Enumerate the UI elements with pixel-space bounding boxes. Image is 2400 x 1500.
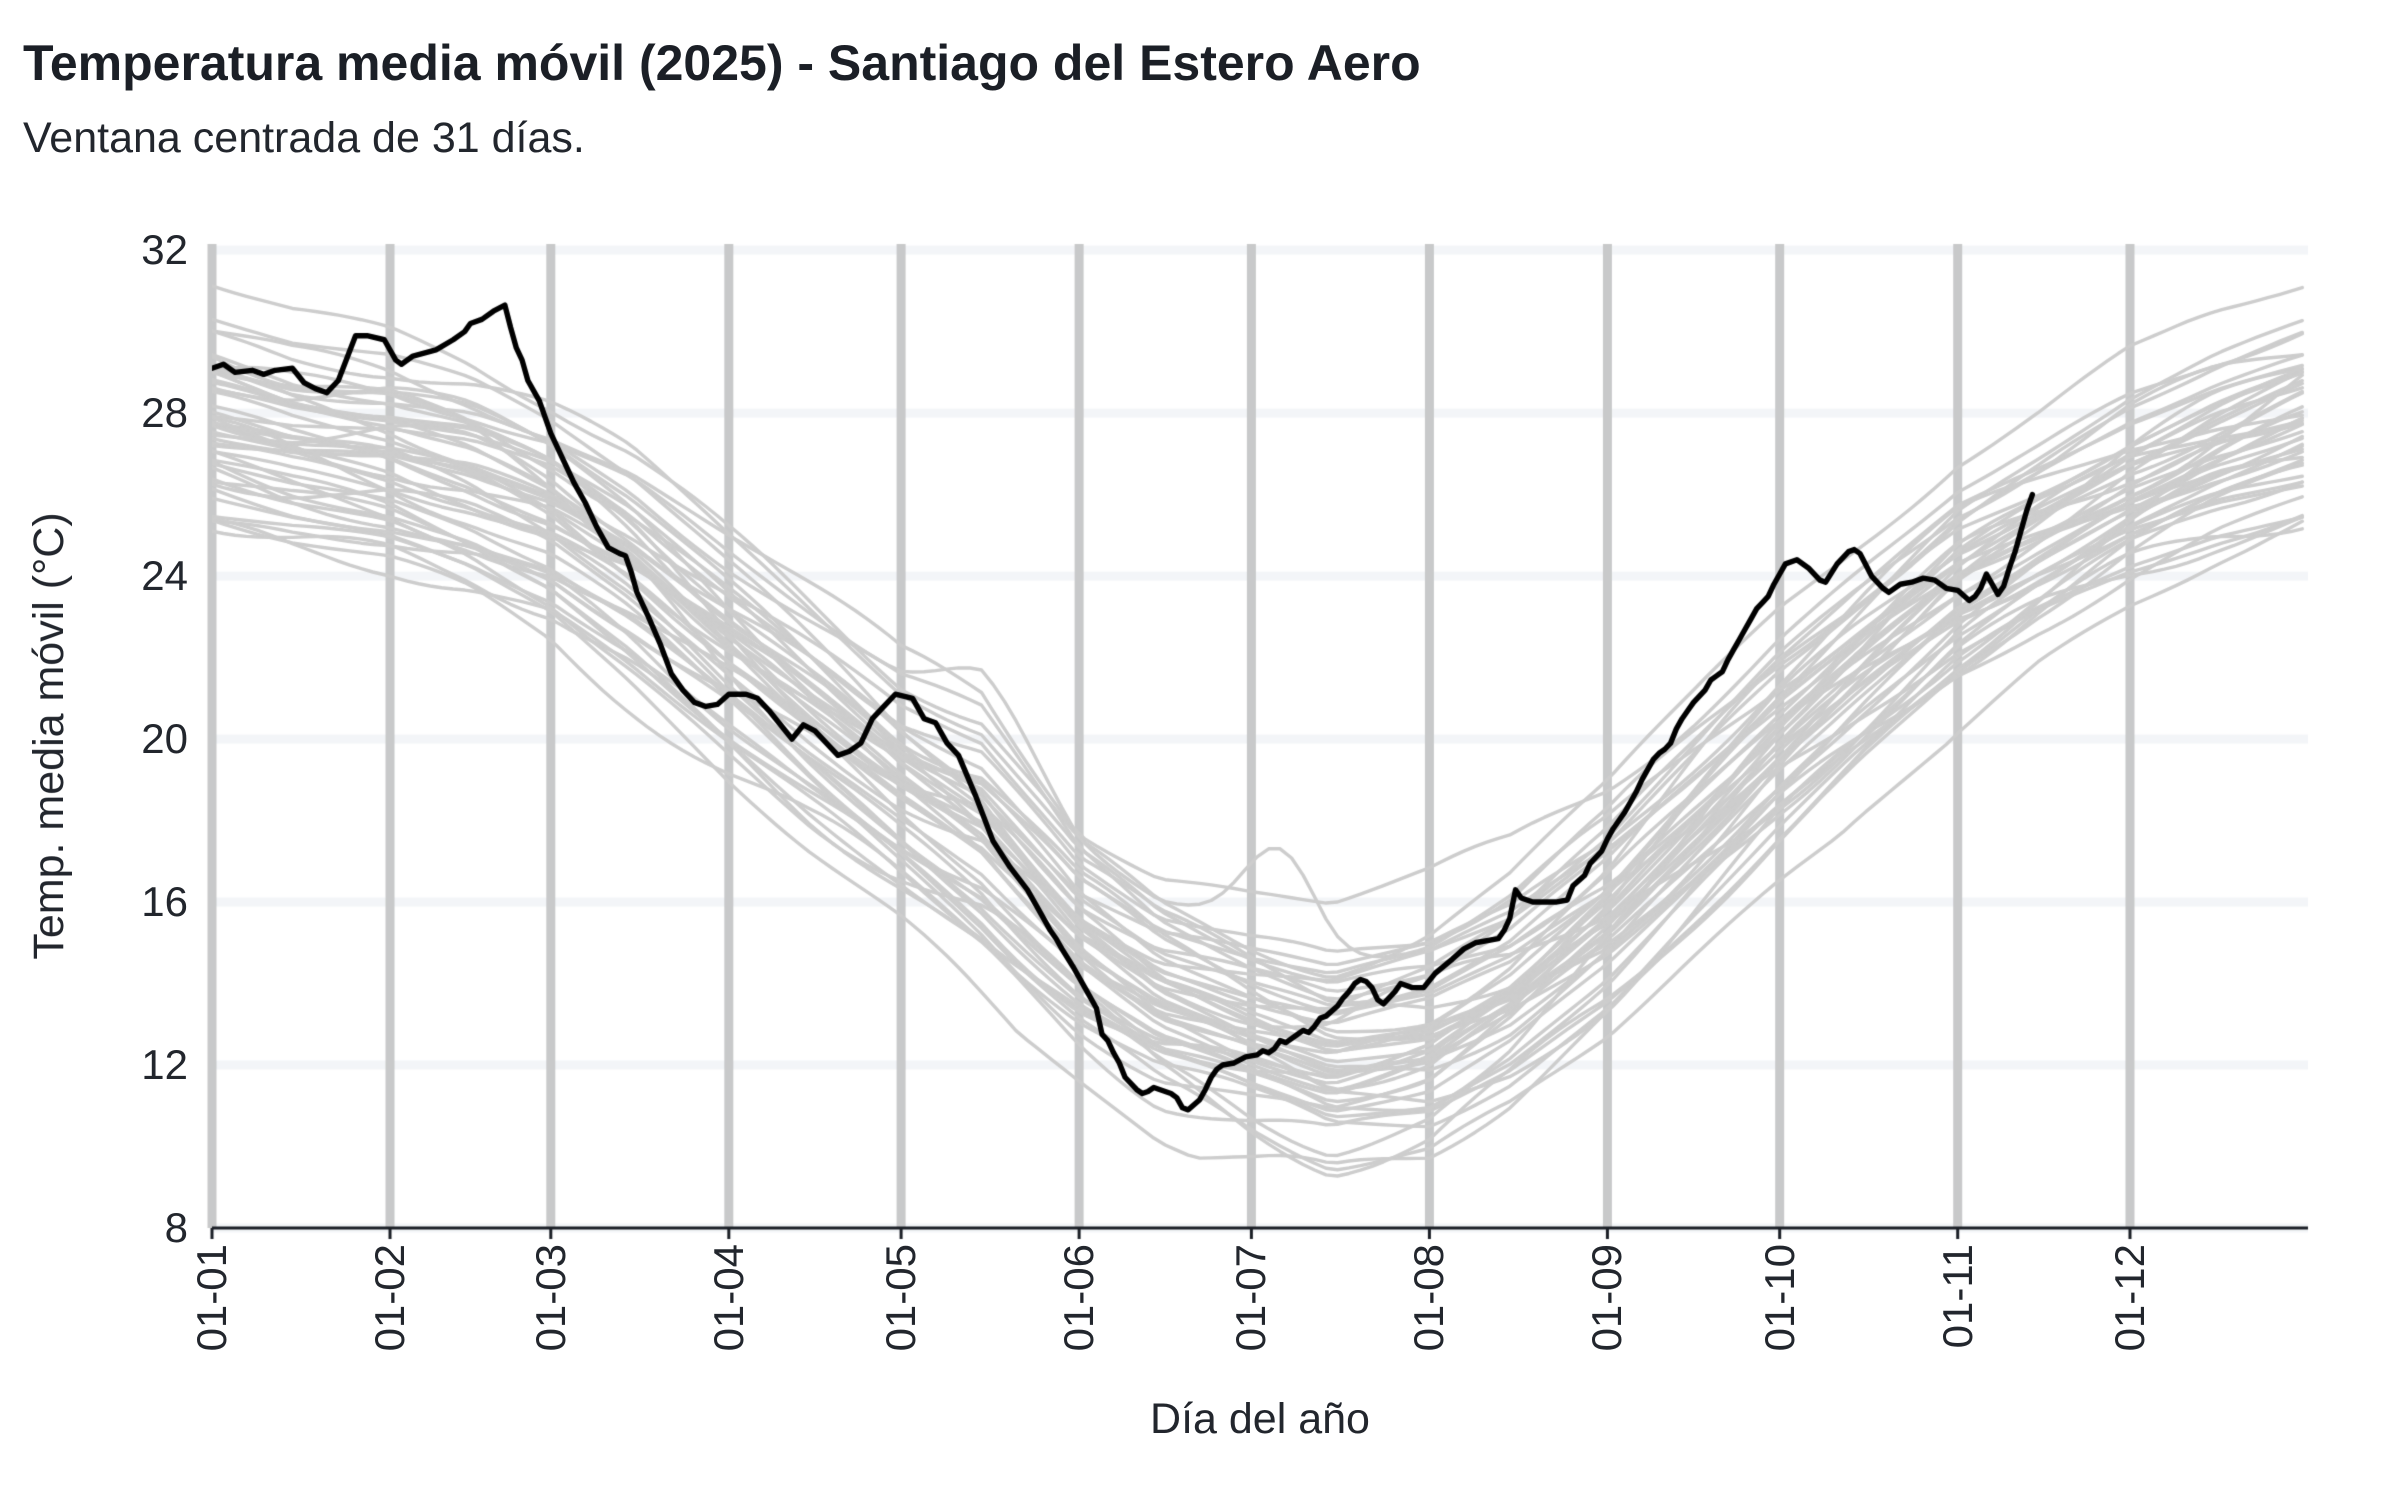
y-tick-label: 32 (141, 226, 188, 274)
chart-subtitle: Ventana centrada de 31 días. (23, 114, 585, 162)
x-tick-label: 01-10 (1755, 1244, 1803, 1352)
x-tick-label: 01-01 (188, 1244, 235, 1352)
x-tick-label: 01-04 (704, 1244, 752, 1352)
y-tick-label: 12 (141, 1041, 188, 1089)
x-axis-title: Día del año (1150, 1395, 1370, 1443)
x-tick-label: 01-11 (1933, 1244, 1981, 1349)
y-tick-label: 24 (141, 552, 188, 600)
x-tick-label: 01-09 (1583, 1244, 1631, 1352)
x-tick-label: 01-05 (877, 1244, 925, 1352)
x-tick-label: 01-08 (1405, 1244, 1453, 1352)
x-tick-label: 01-06 (1055, 1244, 1103, 1352)
x-tick-label: 01-12 (2105, 1244, 2153, 1352)
y-tick-label: 16 (141, 878, 188, 926)
x-tick-label: 01-07 (1227, 1244, 1275, 1352)
y-tick-label: 28 (141, 389, 188, 437)
y-tick-label: 8 (164, 1204, 188, 1251)
x-tick-label: 01-03 (526, 1244, 574, 1352)
x-tick-label: 01-02 (366, 1244, 414, 1352)
y-tick-label: 20 (141, 715, 188, 763)
chart-title: Temperatura media móvil (2025) - Santiag… (23, 35, 1421, 91)
